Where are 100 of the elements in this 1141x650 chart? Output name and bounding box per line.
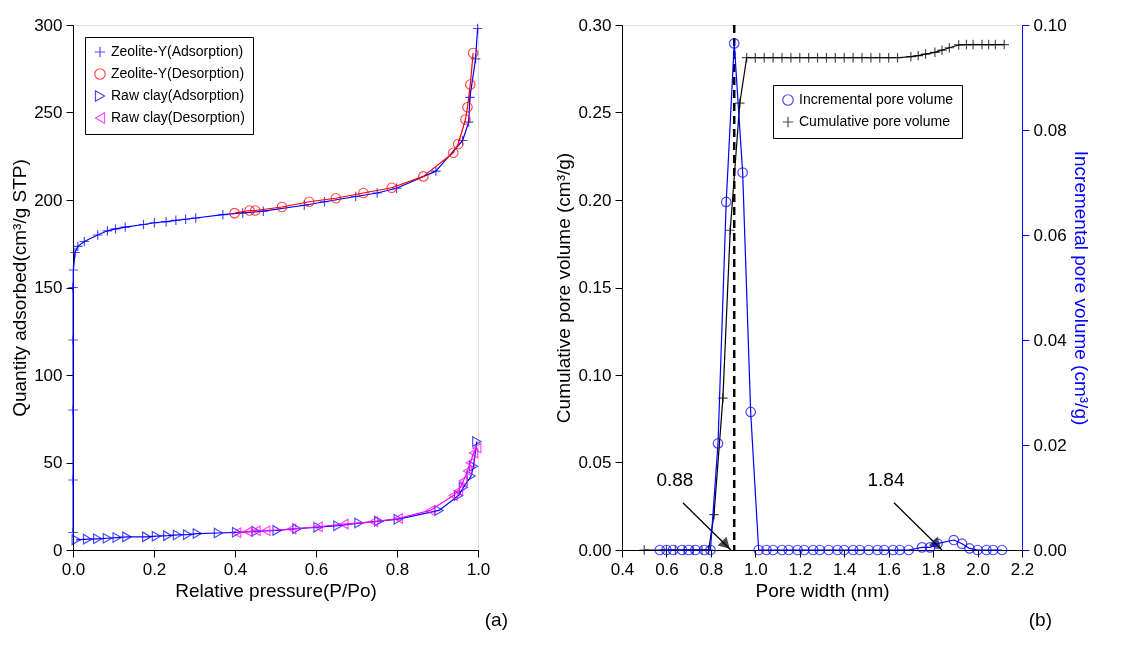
point [972,544,983,556]
x-tick-label: 0.4 [610,559,635,579]
point [887,544,899,556]
point [448,490,458,501]
point [903,544,915,556]
y-tick-label: 0.30 [578,15,612,35]
y-tick-label: 0.10 [578,365,612,385]
legend-label: Incremental pore volume [799,91,954,107]
point [425,505,435,516]
point [292,523,302,534]
annotation: 1.84 [867,468,905,490]
point [172,529,183,541]
text: (a) [484,609,508,630]
point [803,52,815,64]
y-tick-label: 0 [53,540,63,560]
y-tick-label: 100 [34,365,63,385]
point [943,42,955,54]
point [67,474,79,486]
point [229,207,240,219]
text: (b) [1028,609,1052,630]
point [924,542,936,553]
point [472,442,482,454]
point [182,529,193,540]
point [110,223,121,235]
point [878,544,890,556]
point [838,52,850,64]
point [761,544,772,556]
point [794,52,806,64]
x-tick-label: 2.2 [1010,559,1035,579]
x-tick-label: 0.0 [61,559,86,579]
point [767,544,779,556]
point [883,52,895,64]
point [368,516,379,528]
y2-tick-label: 0.08 [1033,120,1067,140]
annotation: 0.88 [656,468,694,490]
point [892,52,903,64]
point [138,219,149,230]
point [865,52,877,64]
point [142,531,152,543]
point [683,544,695,556]
point [832,544,843,556]
point [358,187,369,199]
point [967,39,979,50]
y2-tick-label: 0.04 [1033,330,1067,350]
point [333,520,343,532]
x-axis-title: Relative pressure(P/Po) [175,579,377,601]
point [71,534,81,546]
point [468,447,479,459]
point [741,52,753,64]
y2-tick-label: 0.06 [1033,225,1067,245]
point [854,544,866,556]
point [720,196,732,208]
point [708,509,720,520]
point [417,171,429,182]
point [776,544,788,556]
point [821,52,832,64]
y-tick-label: 300 [34,15,63,35]
y-tick-label: 50 [43,453,63,472]
point [916,542,928,553]
point [920,48,931,60]
point [151,530,162,542]
point [453,485,464,497]
point [912,50,924,61]
point [829,52,841,64]
point [339,518,349,530]
point [874,52,886,64]
point [847,52,859,64]
y-tick-label: 0.00 [578,540,612,560]
point [163,530,173,541]
point [753,544,765,556]
y2-tick-label: 0.00 [1033,540,1067,560]
x-tick-label: 0.2 [142,559,167,579]
point [956,538,968,550]
legend-label: Cumulative pore volume [799,113,951,129]
point [783,544,795,556]
point [462,101,473,113]
point [272,525,282,536]
point [354,517,364,529]
point [467,47,479,59]
point [122,531,132,543]
point [330,192,342,204]
point [823,544,835,556]
y-axis-title: Quantity adsorbed(cm³/g STP) [9,159,31,417]
point [989,39,1001,50]
point [466,470,476,482]
y2-tick-label: 0.02 [1033,435,1067,455]
point [872,544,883,556]
y-tick-label: 0.05 [578,453,612,472]
point [717,392,729,404]
point [374,515,384,527]
point [894,544,906,556]
point [458,482,469,493]
legend-label: Raw clay(Desorption) [111,109,245,125]
point [67,404,79,416]
y-tick-label: 0.15 [578,278,612,297]
legend-label: Zeolite-Y(Desorption) [111,65,245,81]
point [276,201,288,213]
point [261,525,271,537]
x-tick-label: 1.4 [832,559,857,579]
point [447,147,459,159]
